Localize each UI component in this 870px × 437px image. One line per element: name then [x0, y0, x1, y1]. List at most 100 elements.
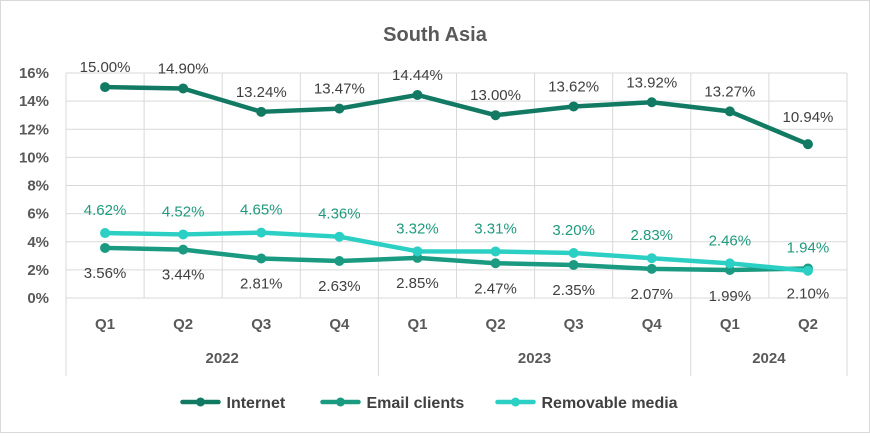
data-point: [802, 265, 813, 276]
data-point: [334, 103, 345, 114]
data-point: [412, 89, 423, 100]
legend-swatch-marker: [336, 397, 345, 407]
data-label: 2.10%: [787, 285, 830, 302]
data-point: [568, 101, 579, 112]
data-point: [256, 227, 267, 238]
y-axis: 0% 2% 4% 6% 8% 10% 12% 14% 16%: [19, 65, 49, 307]
year-label: 2024: [752, 350, 786, 367]
year-label: 2022: [206, 350, 239, 367]
data-point: [646, 263, 657, 274]
x-tick-label: Q4: [329, 316, 350, 333]
series-line: [102, 230, 811, 273]
x-tick-label: Q1: [95, 316, 115, 333]
data-label: 1.99%: [709, 288, 752, 305]
data-point: [802, 139, 813, 150]
x-axis: Q1 Q2 Q3 Q4 Q1 Q2 Q3 Q4 Q1 Q2 2022 2023 2024: [65, 298, 848, 376]
data-point: [412, 246, 423, 257]
data-label: 3.32%: [396, 220, 439, 237]
year-label: 2023: [518, 350, 551, 367]
data-point: [490, 110, 501, 121]
data-label: 4.65%: [240, 202, 283, 219]
x-tick-label: Q1: [407, 316, 427, 333]
series-internet: 15.00% 14.90% 13.24% 13.47% 14.44% 13.00% 13.6…: [80, 59, 834, 150]
data-point: [256, 253, 267, 264]
data-point: [100, 228, 111, 239]
data-label: 4.36%: [318, 206, 361, 223]
data-label: 4.52%: [162, 203, 205, 220]
data-point: [646, 253, 657, 264]
legend: Internet Email clients Removable media: [180, 395, 678, 412]
data-label: 2.81%: [240, 275, 283, 292]
data-point: [490, 246, 501, 257]
data-label: 13.92%: [626, 74, 677, 91]
data-point: [256, 106, 267, 117]
data-point: [568, 248, 579, 258]
data-label: 2.63%: [318, 278, 361, 295]
data-point: [724, 258, 735, 269]
legend-item: Internet: [180, 395, 286, 412]
x-tick-label: Q3: [251, 316, 271, 333]
data-point: [178, 244, 189, 255]
series-layer: 15.00% 14.90% 13.24% 13.47% 14.44% 13.00% 13.6…: [80, 59, 834, 305]
data-point: [724, 106, 735, 117]
data-label: 2.83%: [630, 227, 673, 244]
x-tick-label: Q1: [720, 316, 740, 333]
y-tick-label: 16%: [19, 65, 49, 82]
data-label: 4.62%: [84, 202, 127, 219]
data-label: 13.47%: [314, 81, 365, 98]
legend-label: Removable media: [542, 395, 678, 412]
data-label: 3.44%: [162, 267, 205, 284]
data-point: [334, 256, 345, 267]
data-label: 2.07%: [630, 286, 673, 303]
data-point: [490, 258, 501, 269]
data-point: [646, 97, 657, 108]
x-tick-label: Q2: [173, 316, 193, 333]
data-point: [334, 231, 345, 242]
data-label: 14.44%: [392, 67, 443, 84]
y-tick-label: 2%: [27, 262, 49, 279]
legend-swatch-marker: [196, 397, 205, 407]
data-point: [100, 242, 111, 253]
y-tick-label: 0%: [27, 290, 49, 307]
data-point: [178, 229, 189, 240]
series-line: [102, 84, 811, 147]
legend-label: Email clients: [367, 395, 465, 412]
y-tick-label: 10%: [19, 149, 49, 166]
series-removable-media: 4.62% 4.52% 4.65% 4.36% 3.32% 3.31% 3.20% 2.83%…: [84, 202, 829, 276]
x-tick-label: Q4: [642, 316, 663, 333]
y-tick-label: 8%: [27, 178, 49, 195]
x-tick-label: Q2: [798, 316, 818, 333]
x-tick-label: Q3: [564, 316, 584, 333]
data-label: 3.31%: [474, 220, 517, 237]
y-tick-label: 6%: [27, 206, 49, 223]
data-point: [178, 83, 189, 94]
y-tick-label: 4%: [27, 234, 49, 251]
chart-title: South Asia: [383, 24, 488, 46]
data-label: 3.20%: [552, 222, 595, 239]
x-tick-label: Q2: [486, 316, 506, 333]
data-label: 14.90%: [158, 60, 209, 77]
data-label: 13.00%: [470, 87, 521, 104]
legend-item: Email clients: [320, 395, 465, 412]
series-email-clients: 3.56% 3.44% 2.81% 2.63% 2.85% 2.47% 2.35% 2.07%…: [84, 242, 830, 305]
data-label: 2.47%: [474, 280, 517, 297]
data-label: 1.94%: [787, 240, 830, 257]
legend-label: Internet: [227, 395, 286, 412]
legend-item: Removable media: [495, 395, 678, 412]
data-label: 13.24%: [236, 84, 287, 101]
data-point: [100, 82, 111, 93]
data-label: 2.35%: [552, 282, 595, 299]
legend-swatch-marker: [511, 397, 520, 407]
y-tick-label: 14%: [19, 93, 49, 110]
data-label: 13.27%: [704, 83, 755, 100]
data-label: 15.00%: [80, 59, 131, 76]
y-tick-label: 12%: [19, 121, 49, 138]
data-label: 2.46%: [709, 232, 752, 249]
series-line: [102, 245, 811, 273]
data-label: 13.62%: [548, 78, 599, 95]
data-label: 10.94%: [783, 109, 834, 126]
data-label: 2.85%: [396, 275, 439, 292]
data-point: [568, 259, 579, 270]
